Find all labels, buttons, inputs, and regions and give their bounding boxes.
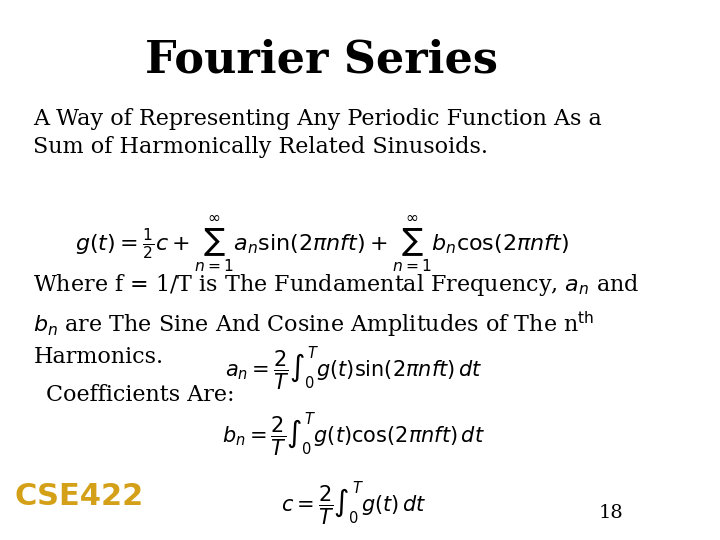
- Text: CSE422: CSE422: [14, 482, 143, 511]
- Text: $c = \dfrac{2}{T} \int_0^T g(t)\, dt$: $c = \dfrac{2}{T} \int_0^T g(t)\, dt$: [282, 479, 426, 527]
- Text: Harmonics.: Harmonics.: [33, 347, 163, 368]
- Text: $g(t) = \frac{1}{2}c + \sum_{n=1}^{\infty} a_n \sin(2\pi n f t) + \sum_{n=1}^{\i: $g(t) = \frac{1}{2}c + \sum_{n=1}^{\inft…: [75, 214, 569, 274]
- Text: Fourier Series: Fourier Series: [145, 38, 498, 82]
- Text: 18: 18: [598, 504, 623, 522]
- Text: Where f = 1/T is The Fundamental Frequency, $a_n$ and: Where f = 1/T is The Fundamental Frequen…: [33, 272, 640, 298]
- Text: A Way of Representing Any Periodic Function As a
Sum of Harmonically Related Sin: A Way of Representing Any Periodic Funct…: [33, 107, 602, 158]
- Text: Coefficients Are:: Coefficients Are:: [46, 383, 235, 406]
- Text: $a_n = \dfrac{2}{T} \int_0^T g(t)\sin(2\pi n f t)\, dt$: $a_n = \dfrac{2}{T} \int_0^T g(t)\sin(2\…: [225, 344, 482, 392]
- Text: $b_n$ are The Sine And Cosine Amplitudes of The n$^{\mathrm{th}}$: $b_n$ are The Sine And Cosine Amplitudes…: [33, 309, 595, 340]
- Text: $b_n = \dfrac{2}{T} \int_0^T g(t)\cos(2\pi n f t)\, dt$: $b_n = \dfrac{2}{T} \int_0^T g(t)\cos(2\…: [222, 410, 485, 458]
